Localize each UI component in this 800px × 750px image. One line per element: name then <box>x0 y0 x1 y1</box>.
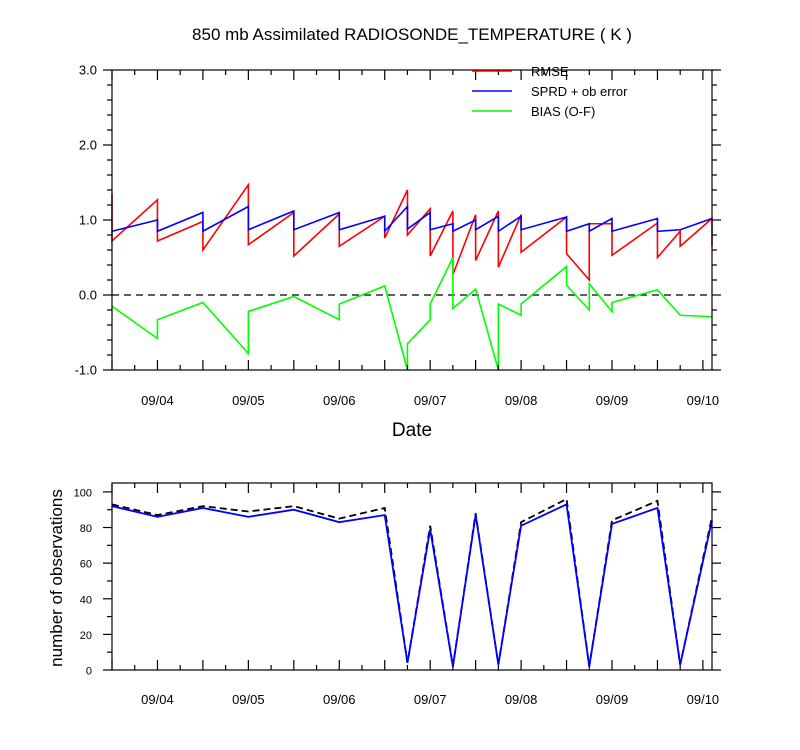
series-line-3 <box>111 257 713 371</box>
x-axis-label: Date <box>392 420 432 441</box>
series-line-1 <box>111 182 713 283</box>
x-tick-label: 09/10 <box>687 692 720 707</box>
y-tick-label: 100 <box>74 487 92 499</box>
plot-frame <box>111 69 713 371</box>
y-tick-label: 60 <box>80 559 92 571</box>
y-tick-label: 40 <box>80 594 92 606</box>
x-tick-label: 09/09 <box>596 393 629 408</box>
x-tick-label: 09/07 <box>414 692 447 707</box>
chart-title: 850 mb Assimilated RADIOSONDE_TEMPERATUR… <box>192 25 632 44</box>
y-tick-label: 80 <box>80 523 92 535</box>
series-line-2 <box>111 503 713 667</box>
y-tick-label: 0 <box>86 666 92 678</box>
x-tick-label: 09/05 <box>232 692 265 707</box>
top-plot-area: 09/04 09/05 09/06 09/07 09/08 09/09 09/10 -1.0 0… <box>75 63 721 408</box>
x-tick-label: 09/10 <box>687 393 720 408</box>
legend-label: BIAS (O-F) <box>531 104 595 119</box>
legend: RMSE SPRD + ob error BIAS (O-F) <box>472 64 628 119</box>
x-tick-label: 09/09 <box>596 692 629 707</box>
y-axis-label: number of observations <box>47 489 66 667</box>
legend-label: SPRD + ob error <box>531 84 628 99</box>
legend-label: RMSE <box>531 64 569 79</box>
y-tick-label: 3.0 <box>79 63 97 78</box>
x-tick-label: 09/06 <box>323 692 356 707</box>
plot-frame <box>111 482 713 671</box>
y-tick-label: 0.0 <box>79 288 97 303</box>
y-tick-label: -1.0 <box>75 363 97 378</box>
series-line-2 <box>111 204 713 234</box>
x-tick-label: 09/04 <box>141 393 174 408</box>
x-tick-label: 09/04 <box>141 692 174 707</box>
y-tick-label: 1.0 <box>79 213 97 228</box>
bottom-plot-area: 09/04 09/05 09/06 09/07 09/08 09/09 09/10 0 20 40… <box>74 482 721 707</box>
x-tick-label: 09/05 <box>232 393 265 408</box>
top-chart: 850 mb Assimilated RADIOSONDE_TEMPERATUR… <box>75 25 721 441</box>
y-tick-label: 20 <box>80 630 92 642</box>
x-tick-label: 09/06 <box>323 393 356 408</box>
x-tick-label: 09/07 <box>414 393 447 408</box>
x-tick-label: 09/08 <box>505 393 538 408</box>
x-tick-label: 09/08 <box>505 692 538 707</box>
y-tick-label: 2.0 <box>79 138 97 153</box>
bottom-chart: number of observations 09/04 09/05 09/06 09… <box>47 482 721 707</box>
